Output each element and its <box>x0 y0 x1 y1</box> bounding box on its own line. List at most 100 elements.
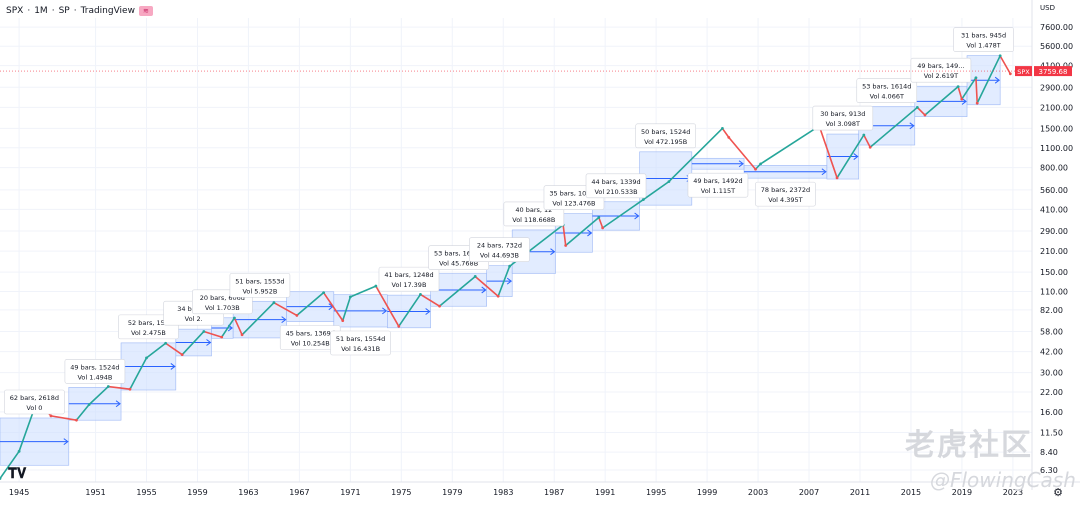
price-segment <box>474 275 499 298</box>
box-label-card <box>635 123 697 149</box>
y-tick-label: 2900.00 <box>1040 83 1073 92</box>
price-segment <box>438 275 477 307</box>
box-label-card <box>687 172 749 198</box>
price-point <box>341 319 345 323</box>
box-label-volume: Vol 10.254B <box>291 340 330 348</box>
indicator-toggle-icon[interactable]: ≋ <box>138 6 153 16</box>
x-tick-label: 1955 <box>136 488 156 497</box>
price-segment <box>863 134 871 149</box>
box-label-card <box>330 330 391 356</box>
last-price-symbol-badge <box>1015 66 1032 77</box>
price-point <box>374 284 378 288</box>
price-segment <box>341 296 352 322</box>
price-point <box>473 275 477 278</box>
time-axis: 1945 1951 1955 1959 1963 1967 1971 1975 1979 1983… <box>0 481 1080 499</box>
y-tick-label: 210.00 <box>1040 247 1068 256</box>
price-point <box>87 403 91 406</box>
box-label-card <box>64 359 126 384</box>
box-label-volume: Vol 2.619T <box>924 72 958 80</box>
handle-watermark: @FlowingCash <box>930 468 1076 492</box>
box-label-bars: 53 bars, 1611d <box>434 250 483 258</box>
y-tick-label: 22.00 <box>1040 388 1063 397</box>
price-segment <box>975 76 979 104</box>
box-label-card <box>910 57 972 83</box>
price-point <box>496 294 500 298</box>
price-point <box>759 162 763 166</box>
x-tick-label: 1999 <box>697 488 717 497</box>
price-segment <box>419 293 441 307</box>
y-tick-label: 560.00 <box>1040 186 1068 195</box>
y-tick-label: 1100.00 <box>1040 144 1073 153</box>
price-point <box>868 145 872 149</box>
price-segment <box>727 136 757 171</box>
price-segment <box>0 450 20 480</box>
price-segment <box>562 224 567 247</box>
box-label-bars: 50 bars, 1524d <box>641 128 690 136</box>
box-label-card <box>953 27 1014 52</box>
x-tick-label: 1967 <box>289 488 309 497</box>
arrow-head-icon <box>481 286 487 294</box>
y-tick-label: 8.40 <box>1040 448 1058 457</box>
arrow-head-icon <box>382 307 388 315</box>
y-tick-label: 5600.00 <box>1040 42 1073 51</box>
x-tick-label: 1951 <box>85 488 105 497</box>
box-label-bars: 53 bars, 1614d <box>862 83 911 91</box>
box-label-bars: 51 bars, 1553d <box>235 277 284 285</box>
box-label-bars: 35 bars, 1064d <box>549 190 598 198</box>
price-point <box>642 198 645 201</box>
y-tick-label: 30.00 <box>1040 369 1063 378</box>
box-label-bars: 44 bars, 1339d <box>591 178 640 186</box>
price-point <box>998 54 1002 58</box>
box-label-bars: 41 bars, 1248d <box>384 271 433 279</box>
box-label-bars: 45 bars, 1369d <box>286 330 335 338</box>
price-segment <box>241 301 275 336</box>
price-segment <box>203 330 223 338</box>
brand-watermark: 老虎社区 <box>905 428 1033 463</box>
x-tick-label: 1971 <box>340 488 360 497</box>
box-label-card <box>229 272 291 298</box>
box-label-bars: 31 bars, 945d <box>961 32 1006 40</box>
box-label-bars: 40 bars, 12 <box>515 206 552 214</box>
box-label-card <box>755 181 816 207</box>
interval-label[interactable]: 1M <box>34 6 48 16</box>
price-point <box>75 418 78 422</box>
price-segment <box>497 265 511 298</box>
y-tick-label: 16.00 <box>1040 408 1063 417</box>
y-tick-label: 2100.00 <box>1040 103 1073 112</box>
price-point <box>295 314 299 317</box>
price-segment <box>220 317 236 338</box>
arrow-head-icon <box>170 363 176 370</box>
price-segment <box>721 127 730 139</box>
price-point <box>564 244 568 247</box>
symbol-label[interactable]: SPX <box>6 6 24 16</box>
price-point <box>348 295 352 299</box>
box-label-bars: 49 bars, 1524d <box>70 363 119 371</box>
arrow-head-icon <box>821 168 827 176</box>
settings-gear-icon[interactable]: ⚙ <box>1053 486 1063 499</box>
price-segment <box>349 285 377 298</box>
price-segment <box>75 403 90 421</box>
x-tick-label: 1959 <box>187 488 207 497</box>
separator-dot: · <box>51 6 55 16</box>
box-label-volume: Vol 45.768B <box>439 260 478 268</box>
box-label-volume: Vol 17.39B <box>392 281 427 289</box>
y-tick-label: 6.30 <box>1040 466 1058 475</box>
arrow-head-icon <box>738 160 744 168</box>
box-label-bars: 62 bars, 2618d <box>10 394 59 402</box>
price-segment <box>818 125 838 179</box>
price-segment <box>164 342 183 356</box>
arrow-head-icon <box>994 76 1000 84</box>
price-point <box>915 106 919 109</box>
x-tick-label: 2011 <box>850 488 870 497</box>
price-segment <box>145 342 167 359</box>
y-tick-label: 110.00 <box>1040 288 1068 297</box>
price-segment <box>957 85 963 100</box>
price-segment <box>924 85 959 116</box>
last-price-value-badge <box>1034 66 1072 77</box>
price-segment <box>960 76 977 100</box>
x-tick-label: 2003 <box>748 488 768 497</box>
price-point <box>597 216 601 219</box>
arrow-head-icon <box>909 122 915 130</box>
